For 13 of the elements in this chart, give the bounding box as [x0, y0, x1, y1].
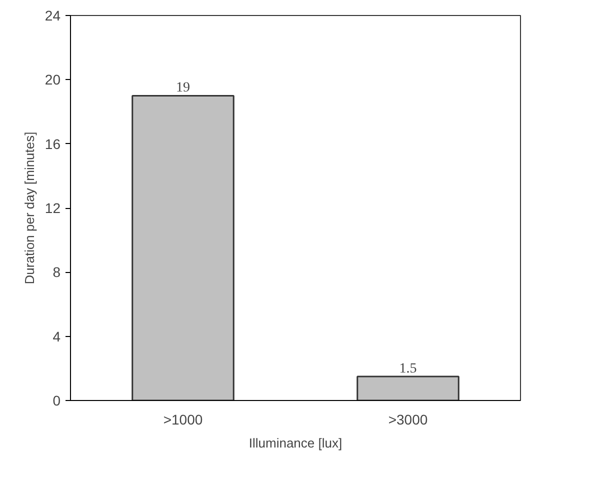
y-tick-label: 16 [44, 136, 61, 152]
y-tick-label: 4 [52, 328, 61, 344]
x-tick-label: >3000 [388, 412, 428, 428]
x-axis-title: Illuminance [lux] [248, 436, 342, 450]
x-tick-label: >1000 [163, 412, 203, 428]
data-label: 19 [176, 80, 190, 96]
y-axis-title: Duration per day [minutes] [22, 132, 37, 284]
y-tick-label: 0 [52, 392, 61, 408]
y-tick-label: 8 [52, 264, 61, 280]
y-tick-label: 12 [44, 200, 61, 216]
y-tick-label: 20 [44, 72, 61, 88]
data-label: 1.5 [399, 361, 417, 376]
y-tick-label: 24 [44, 8, 61, 24]
